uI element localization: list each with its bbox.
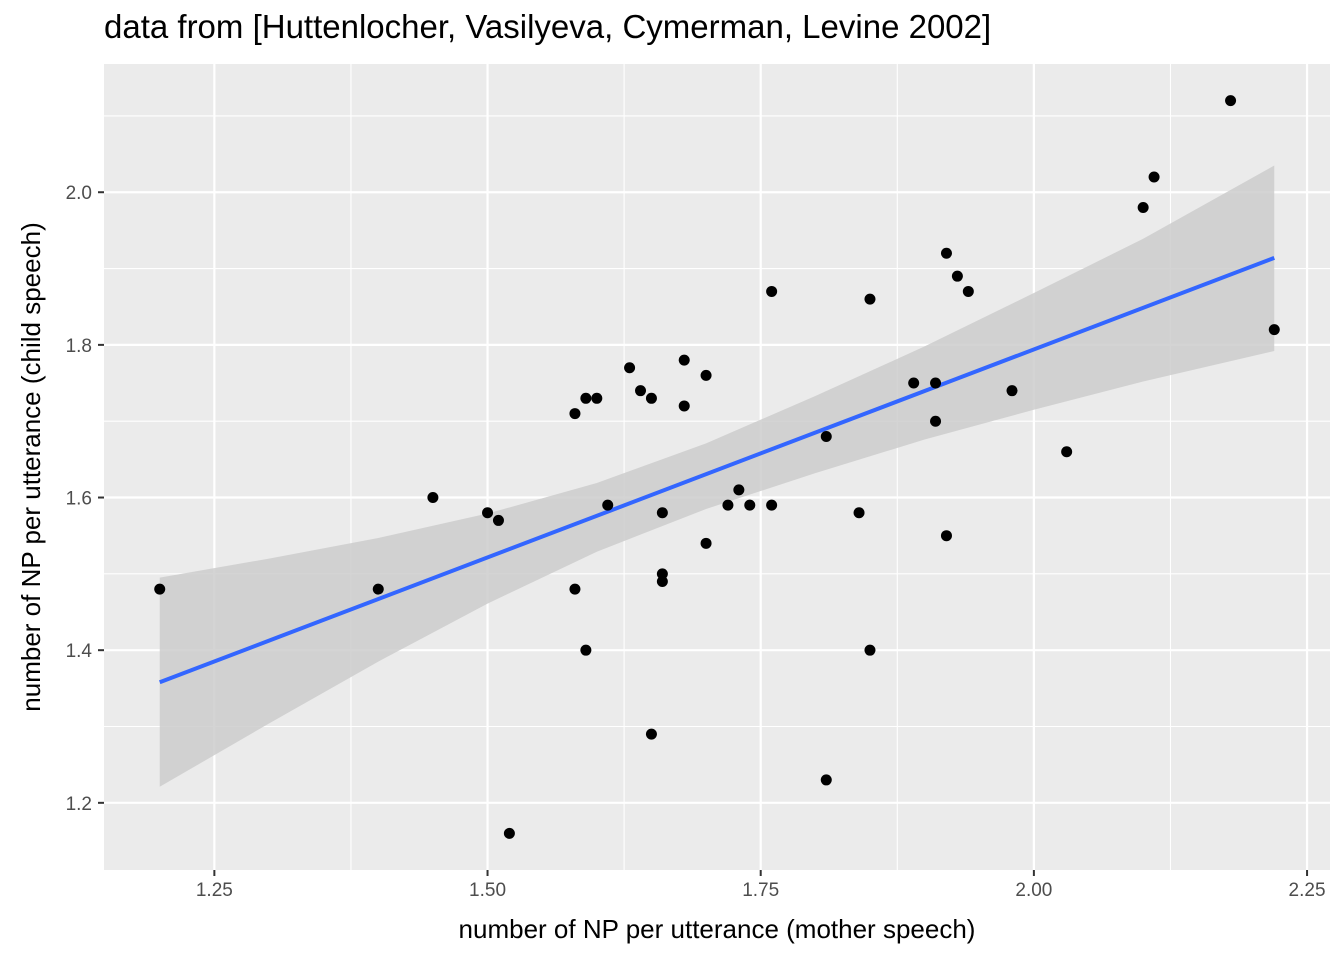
data-point <box>645 728 657 740</box>
data-point <box>569 583 581 595</box>
data-point <box>656 507 668 519</box>
data-point <box>656 568 668 580</box>
x-axis: 1.25 1.50 1.75 2.00 2.25 <box>196 870 1326 901</box>
data-point <box>580 392 592 404</box>
data-point <box>951 270 963 282</box>
data-points <box>154 95 1280 839</box>
data-point <box>569 408 581 420</box>
data-point <box>700 369 712 381</box>
x-tick-label: 1.50 <box>469 880 506 901</box>
y-tick-label: 1.8 <box>66 336 92 357</box>
chart-title: data from [Huttenlocher, Vasilyeva, Cyme… <box>104 8 992 45</box>
y-tick-label: 1.2 <box>66 794 92 815</box>
data-point <box>482 507 494 519</box>
data-point <box>766 285 778 297</box>
regression-line <box>159 255 1275 685</box>
data-point <box>645 392 657 404</box>
data-point <box>722 499 734 511</box>
x-axis-title: number of NP per utterance (mother speec… <box>459 914 976 944</box>
data-point <box>940 530 952 542</box>
y-axis-title: number of NP per utterance (child speech… <box>16 222 46 711</box>
x-tick-label: 1.75 <box>742 880 779 901</box>
data-point <box>602 499 614 511</box>
data-point <box>962 285 974 297</box>
y-tick-label: 2.0 <box>66 183 92 204</box>
data-point <box>940 247 952 259</box>
data-point <box>1006 385 1018 397</box>
data-point <box>820 430 832 442</box>
data-point <box>154 583 166 595</box>
data-point <box>1137 201 1149 213</box>
data-point <box>503 827 515 839</box>
data-point <box>820 774 832 786</box>
data-point <box>1061 446 1073 458</box>
x-tick-label: 2.00 <box>1015 880 1052 901</box>
data-point <box>908 377 920 389</box>
x-tick-label: 1.25 <box>196 880 233 901</box>
data-point <box>678 354 690 366</box>
data-point <box>744 499 756 511</box>
confidence-band <box>159 165 1275 787</box>
data-point <box>635 385 647 397</box>
data-point <box>864 293 876 305</box>
data-point <box>372 583 384 595</box>
data-point <box>1225 95 1237 107</box>
data-point <box>864 644 876 656</box>
y-axis: 1.2 1.4 1.6 1.8 2.0 <box>66 183 104 815</box>
data-point <box>580 644 592 656</box>
data-point <box>624 362 636 374</box>
data-point <box>766 499 778 511</box>
y-tick-label: 1.4 <box>66 641 93 662</box>
data-point <box>853 507 865 519</box>
data-point <box>427 492 439 504</box>
data-point <box>930 377 942 389</box>
data-point <box>700 537 712 549</box>
data-point <box>591 392 603 404</box>
data-point <box>678 400 690 412</box>
y-tick-label: 1.6 <box>66 489 92 510</box>
data-point <box>656 575 668 587</box>
data-point <box>492 514 504 526</box>
x-tick-label: 2.25 <box>1289 880 1326 901</box>
data-point <box>930 415 942 427</box>
data-point <box>1148 171 1160 183</box>
data-point <box>1268 324 1280 336</box>
data-point <box>733 484 745 496</box>
